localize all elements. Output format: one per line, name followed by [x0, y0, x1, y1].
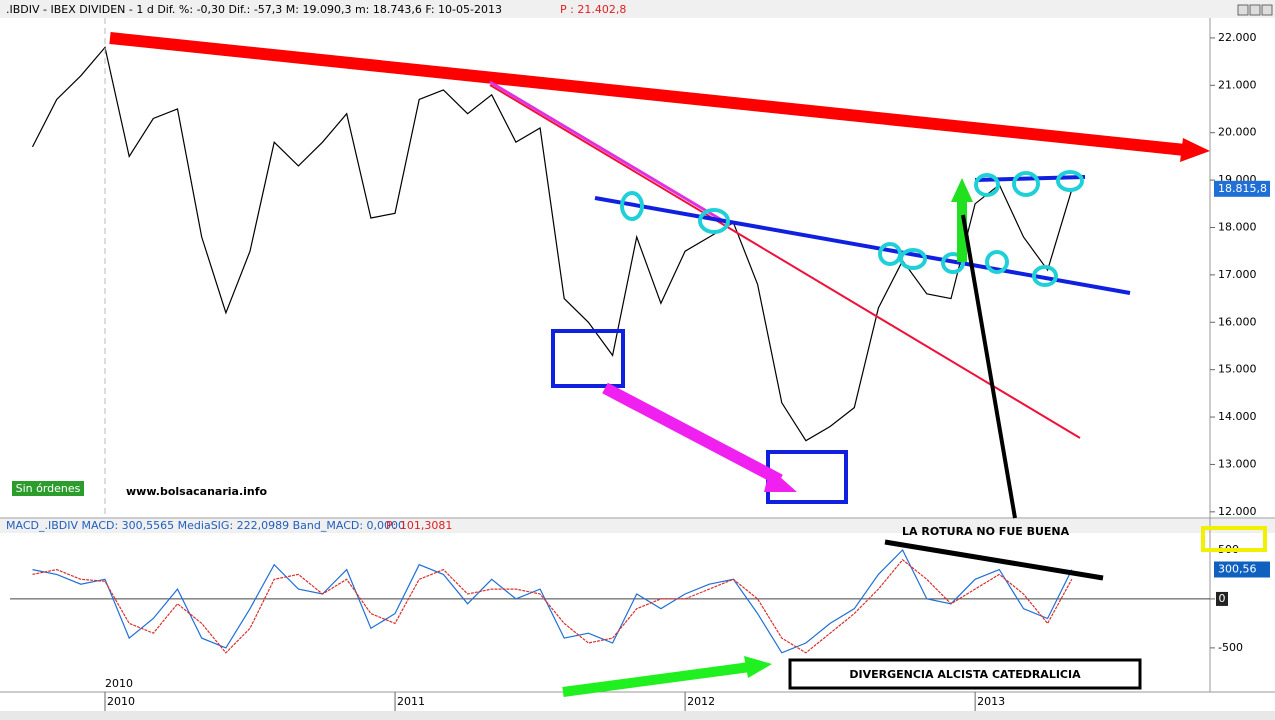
- last-value-label: 300,56: [1218, 562, 1257, 575]
- macd-subtitle: P: 101,3081: [386, 519, 452, 532]
- value-badge: [1216, 591, 1228, 606]
- x-tick-label: 2013: [977, 695, 1005, 708]
- last-value-box: [1214, 180, 1270, 197]
- drawings: [12, 32, 1267, 697]
- annotation: LA ROTURA NO FUE BUENA: [902, 525, 1070, 538]
- x-tick-label: 2011: [397, 695, 425, 708]
- series-line: [31, 46, 1073, 442]
- series-line: [32, 558, 1073, 654]
- chart-title: .IBDIV - IBEX DIVIDEN - 1 d Dif. %: -0,3…: [6, 3, 502, 16]
- series-line: [32, 548, 1073, 654]
- header-bar: [0, 0, 1275, 18]
- y-tick-label: 16.000: [1218, 315, 1257, 328]
- last-value-label: 18.815,8: [1218, 182, 1267, 195]
- macd-title: MACD_.IBDIV MACD: 300,5565 MediaSIG: 222…: [6, 519, 405, 532]
- y-tick-label: 12.000: [1218, 505, 1257, 518]
- last-value-box: [1214, 561, 1270, 578]
- annotation: DIVERGENCIA ALCISTA CATEDRALICIA: [849, 668, 1081, 681]
- y-tick-label: 13.000: [1218, 457, 1257, 470]
- y-tick-label: 18.000: [1218, 220, 1257, 233]
- x-tick-label: 2012: [687, 695, 715, 708]
- status-label: Sin órdenes: [16, 482, 81, 495]
- y-tick-label: 0: [1219, 592, 1226, 605]
- y-tick-label: 22.000: [1218, 31, 1257, 44]
- x-tick-label: 2010: [105, 677, 133, 690]
- website: www.bolsacanaria.info: [126, 485, 268, 498]
- macd-header-bar: [0, 519, 1275, 533]
- scrollbar[interactable]: [0, 711, 1275, 720]
- y-tick-label: 17.000: [1218, 268, 1257, 281]
- y-tick-label: -500: [1218, 641, 1243, 654]
- window-controls[interactable]: [1237, 4, 1273, 16]
- x-tick-label: 2010: [107, 695, 135, 708]
- y-tick-label: 20.000: [1218, 126, 1257, 139]
- y-tick-label: 14.000: [1218, 410, 1257, 423]
- chart-subtitle: P : 21.402,8: [560, 3, 626, 16]
- y-tick-label: 21.000: [1218, 78, 1257, 91]
- y-tick-label: 15.000: [1218, 363, 1257, 376]
